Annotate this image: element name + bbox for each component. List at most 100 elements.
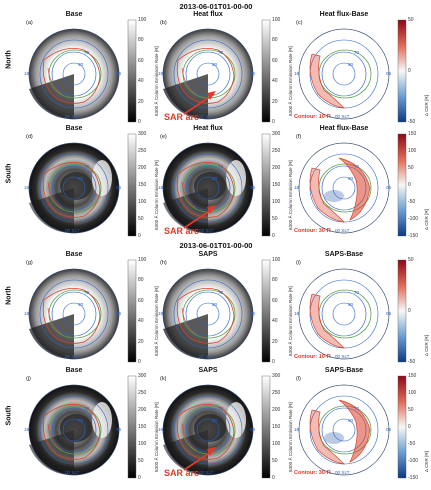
panel-label: (d) — [26, 134, 33, 140]
slt-label-midnight: 00 SLT — [335, 114, 350, 119]
colorbar-tick: 300 — [272, 131, 281, 137]
colorbar-tick: 20 — [138, 98, 144, 105]
latitude-label: 70 — [354, 290, 360, 295]
colorbar-tick: 0 — [138, 475, 141, 481]
colorbar-tick: 100 — [272, 257, 281, 263]
slt-label-dawn: 06 — [250, 185, 256, 190]
panel-title: Heat flux-Base — [319, 125, 369, 132]
contour-label: Contour: 10-R — [294, 114, 331, 120]
colorbar — [127, 375, 137, 479]
sar-arc-label: SAR arc — [164, 112, 200, 122]
colorbar-tick: -50 — [408, 359, 416, 365]
colorbar-tick: 40 — [272, 78, 278, 85]
colorbar-tick: 50 — [272, 458, 278, 464]
panel-label: (e) — [160, 134, 167, 140]
colorbar-tick: -150 — [408, 233, 419, 239]
panel-title: Heat flux — [193, 11, 223, 18]
colorbar-tick: 300 — [138, 131, 147, 137]
slt-label-dusk: 18 — [294, 427, 300, 432]
latitude-label: 70 — [218, 406, 224, 411]
latitude-label: 70 — [84, 406, 90, 411]
panel-title: SAPS-Base — [324, 251, 364, 258]
panel-label: (c) — [296, 20, 303, 26]
panel-title: Base — [65, 367, 83, 374]
colorbar-tick: 200 — [272, 165, 281, 171]
sar-arrow — [183, 205, 216, 229]
slt-label-midnight: 00 SLT — [335, 354, 350, 359]
colorbar-tick: 0 — [408, 308, 411, 314]
slt-label-dusk: 18 — [158, 311, 164, 316]
slt-label-midnight: 00 SLT — [65, 228, 80, 233]
colorbar-tick: 50 — [408, 257, 414, 263]
colorbar-tick: 50 — [138, 216, 144, 222]
latitude-label: 80 — [212, 302, 218, 307]
colorbar-unit: Δ CER [R] — [424, 451, 429, 472]
colorbar-tick: -100 — [408, 458, 419, 464]
colorbar-tick: 300 — [272, 373, 281, 379]
slt-label-midnight: 00 SLT — [65, 114, 80, 119]
colorbar — [127, 133, 137, 237]
slt-label-midnight: 00 SLT — [65, 470, 80, 475]
colorbar-tick: -150 — [408, 475, 419, 481]
colorbar-tick: 0 — [138, 119, 141, 125]
slt-label-midnight: 00 SLT — [65, 354, 80, 359]
colorbar-tick: 100 — [138, 441, 147, 447]
colorbar-tick: 150 — [272, 182, 281, 188]
slt-label-dusk: 18 — [294, 71, 300, 76]
slt-label-dawn: 06 — [386, 185, 392, 190]
polar-plot — [298, 28, 390, 120]
sar-arc-label: SAR arc — [164, 226, 200, 236]
contour-label: Contour: 30-R — [294, 228, 331, 234]
polar-plot — [298, 268, 390, 360]
polar-plot — [162, 268, 254, 360]
colorbar-tick: 60 — [272, 57, 278, 64]
colorbar-tick: 0 — [272, 119, 275, 125]
colorbar-tick: 80 — [138, 37, 144, 44]
colorbar — [261, 375, 271, 479]
slt-label-dusk: 18 — [158, 185, 164, 190]
colorbar-tick: 80 — [272, 37, 278, 44]
slt-label-dawn: 06 — [250, 71, 256, 76]
slt-label-dawn: 06 — [386, 311, 392, 316]
colorbar — [397, 259, 407, 363]
polar-plot — [162, 142, 254, 234]
polar-plot — [28, 268, 120, 360]
figure-header-middle: 2013-06-01T01-00-00 — [179, 241, 253, 250]
slt-label-dusk: 18 — [24, 311, 30, 316]
latitude-label: 70 — [218, 50, 224, 55]
colorbar-tick: 250 — [272, 390, 281, 396]
slt-label-dusk: 18 — [158, 71, 164, 76]
colorbar-tick: 60 — [272, 297, 278, 304]
panel-label: (h) — [160, 260, 167, 266]
colorbar-tick: -50 — [408, 441, 416, 447]
latitude-label: 70 — [354, 406, 360, 411]
colorbar — [261, 133, 271, 237]
polar-plot — [28, 28, 120, 120]
panel-label: (f) — [296, 134, 302, 140]
colorbar-tick: 250 — [272, 148, 281, 154]
latitude-label: 80 — [348, 176, 354, 181]
slt-label-dawn: 06 — [386, 427, 392, 432]
latitude-label: 70 — [84, 164, 90, 169]
slt-label-dusk: 18 — [294, 185, 300, 190]
colorbar-tick: 200 — [138, 165, 147, 171]
colorbar — [397, 133, 407, 237]
panel-label: (l) — [296, 376, 301, 382]
sar-arrow — [183, 447, 216, 471]
colorbar-tick: 50 — [408, 17, 414, 23]
polar-plot — [162, 28, 254, 120]
panel-title: SAPS — [198, 367, 218, 374]
colorbar-tick: 150 — [408, 131, 417, 137]
colorbar-unit: Δ CER [R] — [424, 335, 429, 356]
panel-label: (i) — [296, 260, 301, 266]
colorbar — [127, 19, 137, 123]
latitude-label: 80 — [78, 62, 84, 67]
colorbar-tick: 200 — [272, 407, 281, 413]
slt-label-midnight: 00 SLT — [199, 228, 214, 233]
slt-label-midnight: 00 SLT — [335, 228, 350, 233]
latitude-label: 80 — [348, 302, 354, 307]
slt-label-dusk: 18 — [294, 311, 300, 316]
row-label-south-1: South — [5, 163, 13, 184]
colorbar-tick: -50 — [408, 199, 416, 205]
colorbar-tick: 250 — [138, 390, 147, 396]
